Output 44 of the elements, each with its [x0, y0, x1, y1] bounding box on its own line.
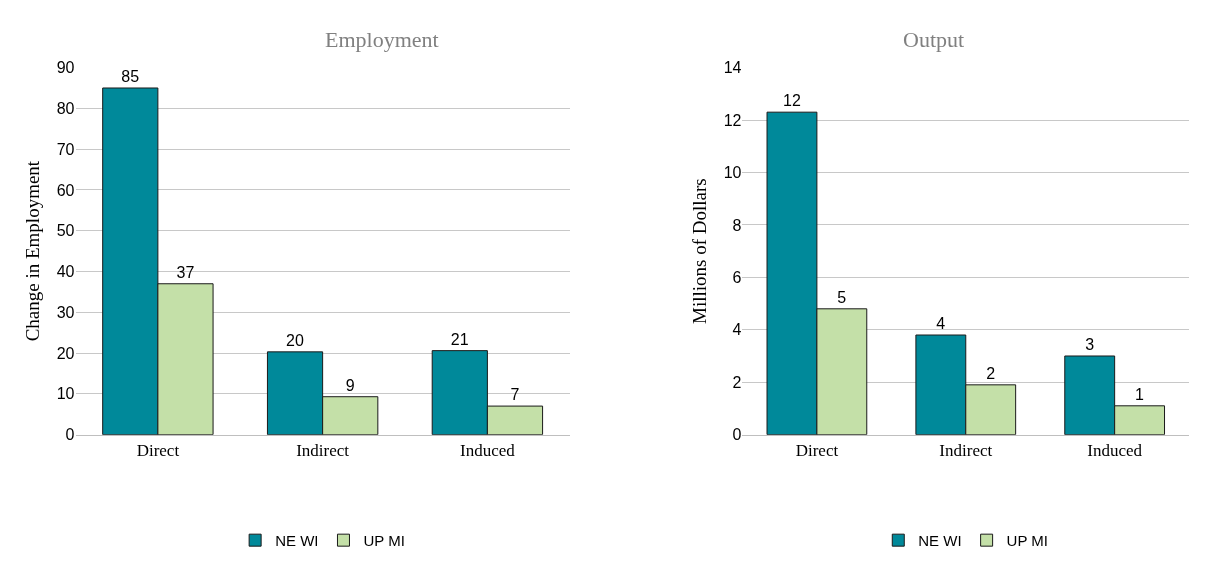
chart-title: Output [903, 27, 965, 52]
legend-label: NE WI [275, 532, 319, 550]
y-tick-label: 10 [56, 385, 75, 403]
y-tick-label: 0 [732, 426, 742, 444]
data-label: 7 [510, 386, 520, 404]
legend-label: UP MI [363, 532, 405, 550]
legend-label: NE WI [918, 532, 962, 550]
data-label: 85 [121, 67, 140, 85]
y-tick-label: 50 [56, 222, 75, 240]
data-label: 4 [936, 315, 946, 333]
y-tick-label: 4 [732, 321, 742, 339]
data-label: 5 [837, 288, 847, 306]
y-tick-label: 20 [56, 344, 75, 362]
y-tick-label: 40 [56, 263, 75, 281]
y-tick-label: 6 [732, 268, 742, 286]
x-tick-label: Indirect [296, 441, 350, 461]
data-label: 21 [450, 330, 469, 348]
x-tick-label: Induced [1087, 441, 1143, 461]
data-label: 1 [1135, 385, 1145, 403]
y-tick-label: 14 [723, 59, 742, 77]
y-tick-label: 90 [56, 59, 75, 77]
data-label: 9 [345, 376, 355, 394]
x-tick-label: Indirect [939, 441, 993, 461]
x-tick-label: Direct [795, 441, 839, 461]
data-label: 12 [783, 92, 801, 110]
y-axis-title: Change in Employment [21, 160, 43, 342]
legend-label: UP MI [1006, 532, 1049, 550]
chart-title: Employment [325, 27, 439, 52]
y-tick-label: 8 [732, 216, 742, 234]
y-tick-label: 60 [56, 181, 75, 199]
y-tick-label: 12 [723, 111, 742, 129]
y-tick-label: 0 [65, 426, 75, 444]
y-tick-label: 2 [732, 373, 742, 391]
x-tick-label: Induced [460, 441, 516, 461]
data-label: 3 [1085, 335, 1095, 353]
y-tick-label: 10 [723, 164, 742, 182]
data-label: 2 [986, 364, 996, 382]
y-tick-label: 70 [56, 140, 75, 158]
data-label: 37 [176, 263, 195, 281]
y-tick-label: 30 [56, 303, 75, 321]
y-axis-title: Millions of Dollars [688, 178, 710, 324]
x-tick-label: Direct [136, 441, 180, 461]
y-tick-label: 80 [56, 99, 75, 117]
data-label: 20 [286, 331, 304, 349]
